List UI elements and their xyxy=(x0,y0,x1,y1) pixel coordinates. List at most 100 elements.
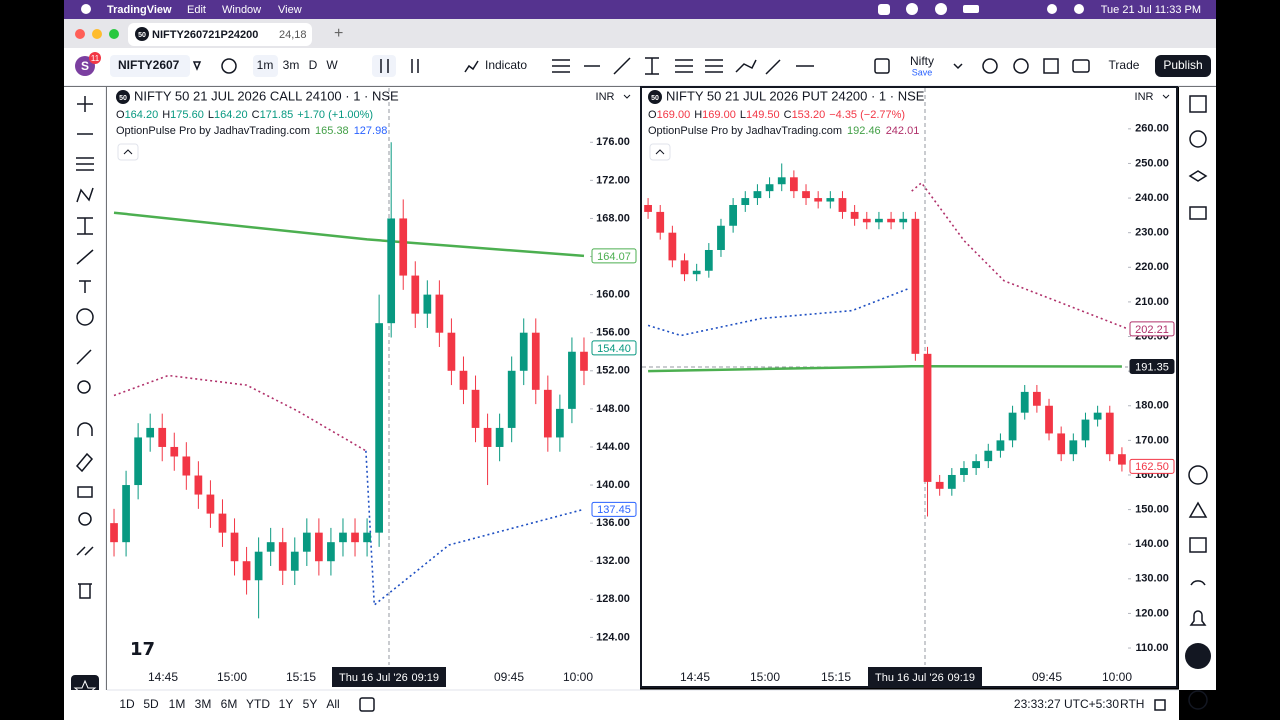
chart-title: NIFTY 50 21 JUL 2026 PUT 24200 · 1 · NSE xyxy=(666,88,925,103)
candle-body xyxy=(875,218,883,223)
candle-body xyxy=(887,218,895,223)
candle-body xyxy=(947,474,956,489)
range-button[interactable]: All xyxy=(326,697,339,711)
publish-button[interactable] xyxy=(1155,55,1211,77)
drawing-shortcuts[interactable] xyxy=(552,57,814,75)
menu-bar xyxy=(64,0,1216,19)
chart-panel-active[interactable] xyxy=(640,86,1178,688)
interval-active[interactable] xyxy=(253,55,278,77)
range-button[interactable]: 5D xyxy=(143,697,159,711)
symbol-icon[interactable] xyxy=(192,61,202,71)
candle-body xyxy=(1020,391,1029,413)
interval[interactable]: W xyxy=(326,58,338,72)
candle-body xyxy=(447,332,456,371)
candle-body xyxy=(423,294,432,314)
range-button[interactable]: 6M xyxy=(221,697,238,711)
y-tick-label: 210.00 xyxy=(1135,296,1169,308)
chart-type-icon[interactable] xyxy=(411,59,419,73)
candle-body xyxy=(580,351,588,371)
layout-icon[interactable] xyxy=(874,58,890,74)
candle-body xyxy=(290,551,299,571)
layout-save[interactable]: Save xyxy=(912,67,933,77)
ohlc-value: 153.20 xyxy=(792,109,826,121)
date-range-icon[interactable] xyxy=(359,697,375,712)
layout-name[interactable]: Nifty xyxy=(910,54,934,68)
crosshair-time: 09:19 xyxy=(947,672,975,684)
window-zoom[interactable] xyxy=(109,29,119,39)
y-tick-label: 156.00 xyxy=(596,327,630,339)
indicator-icon[interactable] xyxy=(464,60,479,73)
sidebar-icons[interactable] xyxy=(1188,95,1208,710)
range-button[interactable]: 1D xyxy=(119,697,135,711)
range-button[interactable]: 5Y xyxy=(303,697,318,711)
candle-body xyxy=(923,353,932,482)
collapse-button[interactable] xyxy=(117,143,139,161)
drawing-tools[interactable] xyxy=(75,96,94,599)
interval[interactable]: 3m xyxy=(283,58,300,72)
currency[interactable]: INR xyxy=(596,91,615,103)
bottom-settings[interactable] xyxy=(1154,699,1166,711)
range-button[interactable]: 3M xyxy=(195,697,212,711)
toolbar xyxy=(64,48,1216,86)
trade-button[interactable] xyxy=(1102,55,1146,77)
trade-label[interactable]: Trade xyxy=(1109,58,1140,72)
y-tick-label: 180.00 xyxy=(1135,400,1169,412)
toolbar-icons[interactable] xyxy=(982,58,1090,74)
price-tag xyxy=(1129,358,1175,374)
price-tag-label: 164.07 xyxy=(597,251,631,263)
collapse-icon xyxy=(123,149,133,155)
ohlc-legend: O164.20 H175.60 L164.20 C171.85 +1.70 (+1.00… xyxy=(116,109,373,121)
y-tick-label: 260.00 xyxy=(1135,123,1169,135)
x-tick-label: 10:00 xyxy=(563,670,593,684)
menu-item[interactable]: View xyxy=(278,4,302,16)
currency-menu[interactable] xyxy=(623,94,631,99)
apps-button[interactable] xyxy=(1185,643,1211,669)
menu-app[interactable]: TradingView xyxy=(107,4,172,16)
y-tick-label: 160.00 xyxy=(596,289,630,301)
interval[interactable]: D xyxy=(309,58,318,72)
candle-body xyxy=(960,468,968,475)
indicator-line xyxy=(647,288,909,337)
menu-item[interactable]: Edit xyxy=(187,4,206,16)
y-tick-label: 176.00 xyxy=(596,136,630,148)
indicators-button[interactable]: Indicato xyxy=(485,58,527,72)
ohlc-value: 169.00 xyxy=(657,109,691,121)
chart-panel[interactable] xyxy=(107,87,640,690)
candle-body xyxy=(1118,454,1126,465)
symbol-box[interactable] xyxy=(110,55,190,77)
currency[interactable]: INR xyxy=(1135,91,1154,103)
y-tick-label: 250.00 xyxy=(1135,157,1169,169)
currency-menu[interactable] xyxy=(1162,94,1170,99)
chart-type-active[interactable] xyxy=(372,55,396,77)
window-minimize[interactable] xyxy=(92,29,102,39)
indicator-legend: OptionPulse Pro by JadhavTrading.com 192.… xyxy=(648,125,919,137)
candle-body xyxy=(266,542,275,552)
new-tab[interactable]: + xyxy=(334,25,343,42)
candle-body xyxy=(531,332,540,390)
session[interactable]: RTH xyxy=(1120,697,1144,711)
window-close[interactable] xyxy=(75,29,85,39)
range-button[interactable]: 1Y xyxy=(279,697,294,711)
status-icons xyxy=(878,3,1084,15)
collapse-button[interactable] xyxy=(649,143,671,161)
tab[interactable] xyxy=(128,23,312,46)
candle-body xyxy=(644,204,652,212)
candle-body xyxy=(158,427,167,447)
range-button[interactable]: YTD xyxy=(246,697,270,711)
y-tick-label: 230.00 xyxy=(1135,227,1169,239)
apple-icon[interactable] xyxy=(81,4,91,14)
layout-menu[interactable] xyxy=(953,63,963,70)
candle-body xyxy=(802,191,810,199)
tab-title[interactable]: NIFTY260721P24200 xyxy=(152,29,258,41)
candle-body xyxy=(182,456,191,476)
candle-body xyxy=(170,446,179,457)
symbol[interactable]: NIFTY2607 xyxy=(118,58,180,72)
interval[interactable]: 1m xyxy=(257,58,274,72)
menu-item[interactable]: Window xyxy=(222,4,261,16)
compare-icon[interactable] xyxy=(221,58,237,74)
y-tick-label: 110.00 xyxy=(1135,642,1168,654)
publish-label[interactable]: Publish xyxy=(1163,58,1202,72)
candle-body xyxy=(729,204,738,226)
range-button[interactable]: 1M xyxy=(169,697,186,711)
candle-body xyxy=(411,275,420,314)
